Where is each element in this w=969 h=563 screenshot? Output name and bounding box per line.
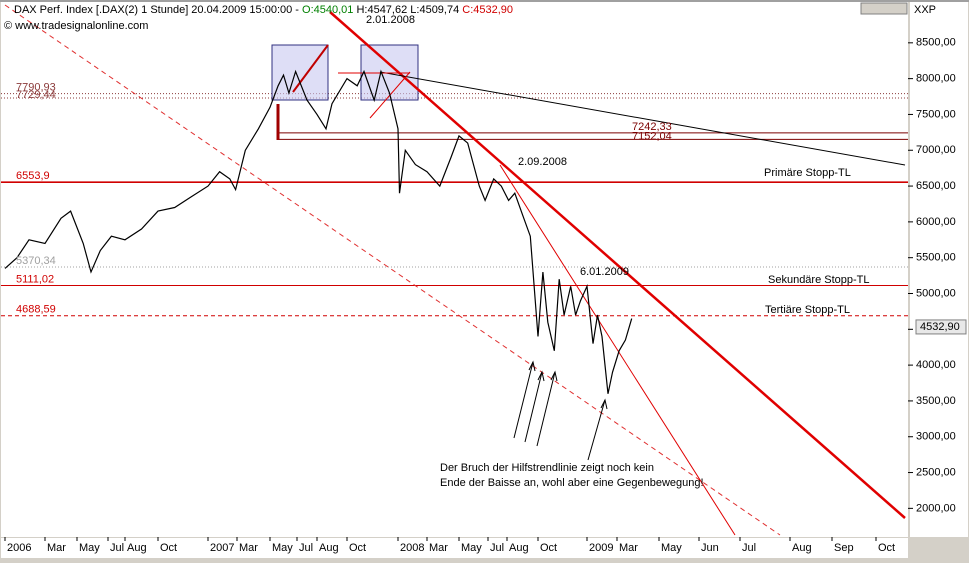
annotation: Sekundäre Stopp-TL: [768, 274, 870, 286]
plot-area: [1, 2, 908, 537]
x-tick-label: May: [79, 542, 100, 554]
y-tick-label: 3500,00: [916, 395, 956, 407]
level-label: 7729,44: [16, 89, 56, 101]
x-tick-label: Aug: [319, 542, 339, 554]
header-close: C:4532,90: [462, 4, 513, 16]
level-label: 5111,02: [16, 273, 54, 285]
x-tick-label: Mar: [239, 542, 258, 554]
window-buttons[interactable]: [860, 2, 908, 15]
header-title-text: DAX Perf. Index [.DAX(2) 1 Stunde] 20.04…: [14, 4, 299, 16]
x-tick-label: Aug: [792, 542, 812, 554]
x-tick-label: Jul: [490, 542, 504, 554]
annotation: Tertiäre Stopp-TL: [765, 304, 850, 316]
trend-line: [499, 164, 736, 536]
trend-line: [329, 11, 906, 519]
y-tick-label: 8500,00: [916, 37, 956, 49]
y-tick-label: 7500,00: [916, 108, 956, 120]
x-tick-label: Jul: [110, 542, 124, 554]
level-label: 7152,04: [632, 130, 672, 142]
x-tick-label: Oct: [540, 542, 557, 554]
annotation: Primäre Stopp-TL: [764, 167, 851, 179]
source: © www.tradesignalonline.com: [4, 20, 148, 32]
last-price-label: 4532,90: [920, 321, 960, 333]
y-tick-label: 8000,00: [916, 73, 956, 85]
arrow-line: [292, 44, 329, 93]
level-label: 5370,34: [16, 255, 56, 267]
annotation: 2.01.2008: [366, 14, 415, 26]
y-tick-label: 6500,00: [916, 180, 956, 192]
x-tick-label: Aug: [127, 542, 147, 554]
x-tick-label: Oct: [160, 542, 177, 554]
highlight-box: [271, 44, 329, 101]
level-label: 7790,93: [16, 82, 56, 94]
header-high: H:4547,62: [356, 4, 407, 16]
trend-line: [4, 4, 781, 536]
arrows: [513, 360, 608, 461]
x-tick-label: Sep: [834, 542, 854, 554]
x-tick-label: 2008: [400, 542, 424, 554]
axis-name: XXP: [914, 4, 936, 16]
y-tick-label: 4000,00: [916, 359, 956, 371]
last-price-box: [915, 319, 967, 335]
y-tick-label: 6000,00: [916, 216, 956, 228]
annotation: Der Bruch der Hilfstrendlinie zeigt noch…: [440, 462, 654, 474]
x-tick-label: May: [661, 542, 682, 554]
x-tick-label: 2009: [589, 542, 613, 554]
x-tick-label: Mar: [429, 542, 448, 554]
level-label: 4688,59: [16, 304, 56, 316]
x-tick-label: Mar: [47, 542, 66, 554]
x-axis-panel: [1, 538, 908, 558]
x-tick-label: May: [272, 542, 293, 554]
annotation: 2.09.2008: [518, 156, 567, 168]
x-tick-label: Jul: [742, 542, 756, 554]
y-tick-label: 5500,00: [916, 252, 956, 264]
y-tick-label: 5000,00: [916, 287, 956, 299]
x-tick-label: Jul: [299, 542, 313, 554]
x-tick-label: Aug: [509, 542, 529, 554]
y-tick-label: 3000,00: [916, 431, 956, 443]
y-axis-panel: [910, 2, 968, 537]
annotation: Ende der Baisse an, wohl aber eine Gegen…: [440, 477, 704, 489]
x-tick-label: Oct: [878, 542, 895, 554]
level-label: 7242,33: [632, 121, 672, 133]
x-tick-label: Mar: [619, 542, 638, 554]
x-tick-label: 2006: [7, 542, 31, 554]
trend-line: [379, 71, 906, 166]
header-edge: [0, 0, 969, 2]
header-low: L:4509,74: [410, 4, 459, 16]
header-title: DAX Perf. Index [.DAX(2) 1 Stunde] 20.04…: [14, 4, 513, 16]
x-tick-label: May: [461, 542, 482, 554]
y-tick-label: 7000,00: [916, 144, 956, 156]
level-label: 6553,9: [16, 170, 50, 182]
x-tick-label: Oct: [349, 542, 366, 554]
y-tick-label: 2500,00: [916, 466, 956, 478]
annotation: 6.01.2009: [580, 266, 629, 278]
x-tick-label: 2007: [210, 542, 234, 554]
x-tick-label: Jun: [701, 542, 719, 554]
header-open: O:4540,01: [302, 4, 353, 16]
y-tick-label: 2000,00: [916, 502, 956, 514]
price-line: [4, 69, 633, 394]
